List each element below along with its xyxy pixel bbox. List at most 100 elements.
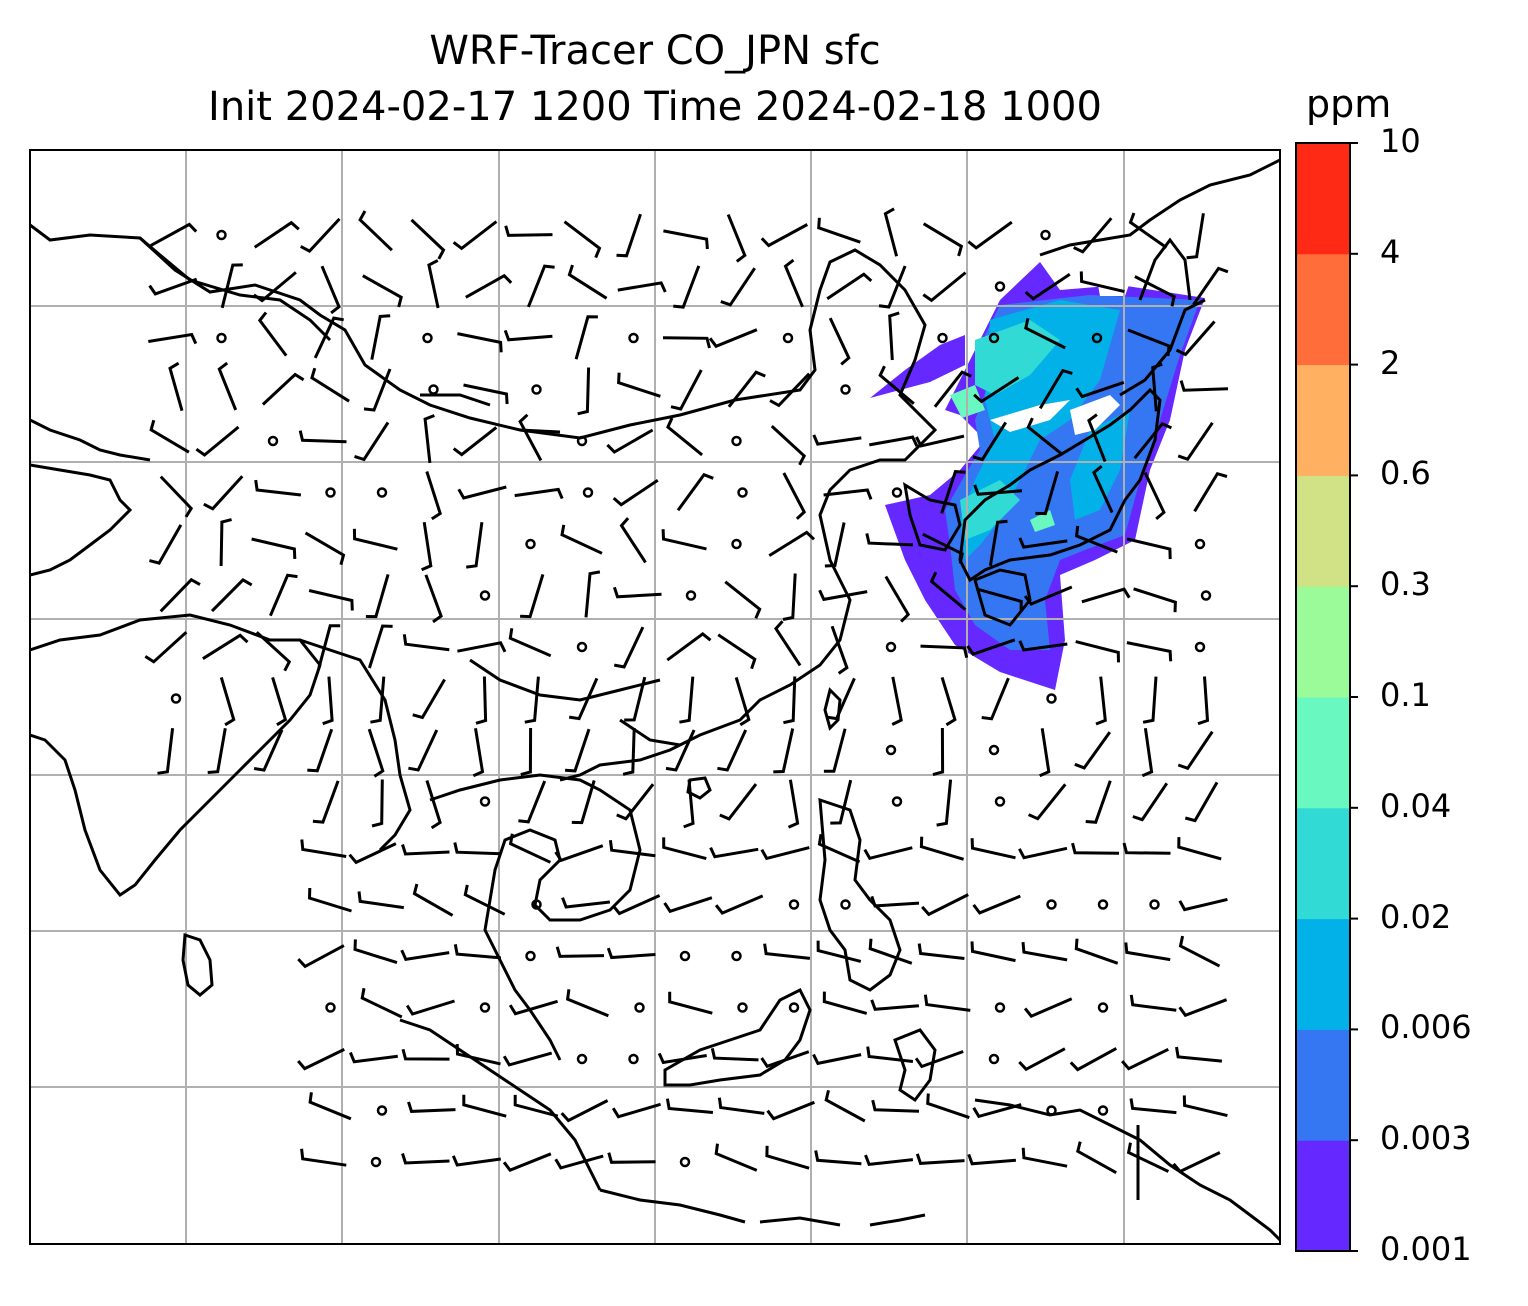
wind-barb [370,676,386,724]
colorbar-segment [1296,697,1350,809]
coast-sulawesi [893,1028,937,1103]
colorbar-segment [1296,1140,1350,1252]
wind-barb [502,1051,553,1067]
wind-barb [665,1098,714,1114]
coast-bay [299,638,412,852]
wind-barb [466,522,484,569]
wind-barb [782,472,807,520]
wind-barb [970,941,1016,963]
wind-barb [1018,537,1068,549]
coastlines [30,158,1280,1242]
wind-barb [367,624,393,669]
calm-wind-circle [731,950,742,962]
wind-barb [1129,1098,1177,1115]
chart-title: WRF-Tracer CO_JPN sfc [429,28,881,74]
wind-barb [774,620,802,667]
coast-timor [759,1213,926,1227]
wind-barb [1075,380,1125,399]
plume-level-4 [975,320,1060,395]
colorbar-segment [1296,807,1350,920]
wind-barb [922,271,967,303]
colorbar-segment [1296,253,1350,366]
wind-barb [663,896,713,914]
wind-barb [1075,640,1120,663]
calm-wind-circle [891,487,903,498]
coast-sea-inner [469,658,681,747]
wind-barb [307,887,352,913]
calm-wind-circle [576,1053,588,1065]
calm-wind-circle [788,899,800,910]
wind-barb [159,577,201,613]
wind-barb [269,573,298,617]
wind-barb [617,281,667,293]
wind-barb [1177,730,1214,771]
wind-barb [870,895,920,908]
wind-barb [973,484,1023,496]
coast-borneo [663,987,812,1087]
wind-barb [878,365,915,405]
wind-barb [254,479,302,497]
wind-barb [812,434,862,446]
wind-barb [863,846,913,861]
calm-wind-circle [479,796,491,807]
colorbar-tick-label: 0.3 [1380,565,1431,604]
wind-barb [401,1153,450,1165]
calm-wind-circle [840,384,851,395]
colorbar-segment [1296,1029,1350,1141]
calm-wind-circle [1149,899,1160,910]
wind-barb [565,989,609,1018]
calm-wind-circle [782,332,794,344]
colorbar-tick-label: 10 [1380,122,1421,160]
wind-barb [709,846,759,859]
coast-asia-north [30,223,938,782]
wind-barb [1024,273,1071,301]
wind-barb [878,265,907,309]
wind-barb [611,894,661,916]
wind-barb [452,426,498,457]
colorbar-tick-label: 0.6 [1380,454,1431,493]
wind-barb [828,317,851,366]
wind-barb [823,728,847,773]
calm-wind-circle [1046,693,1057,704]
calm-wind-circle [325,487,336,498]
wind-barb [888,311,900,361]
wind-barb [922,532,964,564]
wind-barb [563,220,602,259]
wind-barb [1038,368,1073,410]
calm-wind-circle [1097,899,1109,910]
wind-barb [410,218,446,260]
wind-barb [427,259,440,309]
wind-barb [720,267,756,307]
wind-barb [967,1153,1017,1166]
wind-barb [322,676,334,726]
wind-barb [371,779,384,828]
calm-wind-circle [994,1002,1006,1013]
wind-barb [1132,782,1169,822]
wind-barb [617,372,661,398]
wind-barb [207,728,227,774]
wind-barb [159,475,194,518]
wind-barb [673,265,701,309]
wind-barb [666,632,712,662]
plume-level-5b [1030,510,1055,532]
wind-barb [1182,1095,1228,1118]
wind-barb [970,838,1016,860]
calm-wind-circle [1091,332,1103,344]
calm-wind-circle [525,950,536,962]
wind-barb [219,518,232,567]
wind-barb [940,676,957,727]
coast-newguinea [974,1098,1280,1242]
wind-barb [577,367,591,416]
wind-barb [312,780,340,824]
wind-barb [612,479,659,507]
wind-barb [365,573,390,619]
wind-barb [870,999,920,1011]
wind-barb [261,372,305,406]
wind-barb [1126,1142,1170,1173]
wind-barb [320,265,341,315]
wind-barb [783,258,804,308]
wind-barb [1178,998,1228,1018]
calm-wind-circle [1194,538,1206,550]
wind-barb [370,314,391,360]
